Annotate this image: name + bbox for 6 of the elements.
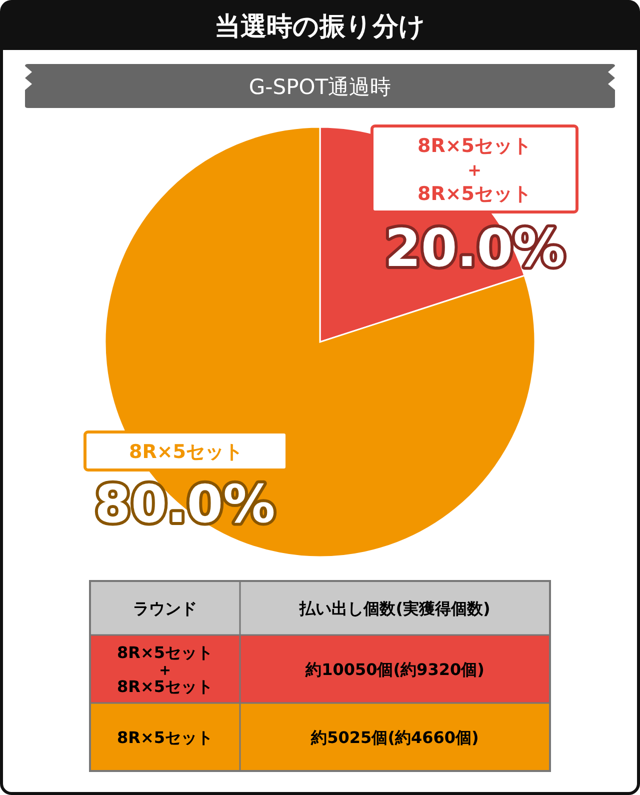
payout-table: ラウンド 払い出し個数(実獲得個数) 8R×5セット＋8R×5セット 約10050個(約9320個) 8R×5セット 約5025個(約4660個) [89,580,551,772]
chart-title: 当選時の振り分け [214,12,426,42]
slice-label: 8R×5セット [117,728,213,747]
slice-label: 8R×5セット [129,441,243,463]
slice-label: 8R×5セット＋8R×5セット [418,135,532,205]
chart-subtitle: G-SPOT通過時 [248,75,392,99]
